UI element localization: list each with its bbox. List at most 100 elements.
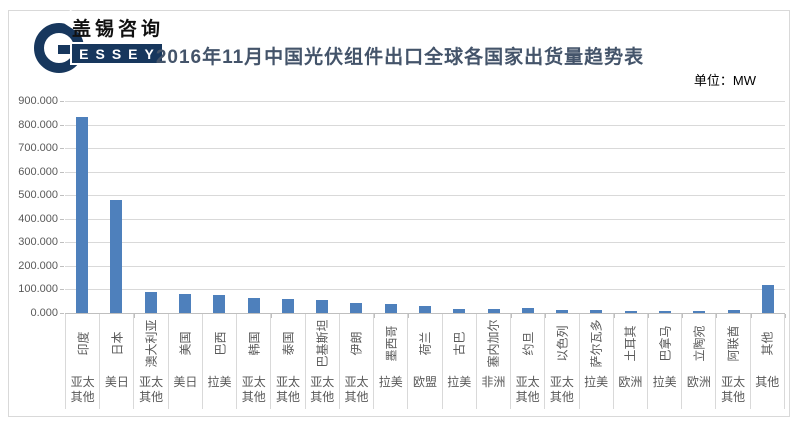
category-name-text: 其他 bbox=[760, 331, 775, 356]
category-cell: 阿联酋 亚太其他 bbox=[716, 314, 751, 409]
bar-印度 bbox=[76, 116, 89, 313]
category-cell: 土耳其 欧洲 bbox=[614, 314, 648, 409]
y-tick-label: 600.000 bbox=[18, 165, 58, 178]
category-name: 墨西哥 bbox=[374, 314, 407, 372]
x-axis-tick bbox=[682, 314, 684, 318]
y-tick-label: 800.000 bbox=[18, 118, 58, 131]
y-axis-tick bbox=[60, 101, 64, 102]
bar-墨西哥 bbox=[384, 304, 397, 313]
category-group-label: 美日 bbox=[173, 375, 198, 390]
y-axis-tick bbox=[60, 218, 64, 220]
category-name-text: 约旦 bbox=[521, 331, 536, 356]
chart-title: 2016年11月中国光伏组件出口全球各国家出货量趋势表 bbox=[155, 47, 645, 68]
gridline bbox=[65, 171, 785, 173]
chart-frame bbox=[8, 10, 790, 417]
bar-土耳其 bbox=[624, 310, 637, 313]
category-group-label: 亚太其他 bbox=[344, 375, 369, 404]
gridline bbox=[65, 218, 785, 220]
category-name-text: 泰国 bbox=[281, 331, 296, 356]
bar-澳大利亚 bbox=[144, 292, 157, 313]
category-cell: 韩国 亚太其他 bbox=[237, 314, 272, 409]
category-name: 泰国 bbox=[271, 314, 304, 372]
category-group-label: 亚太其他 bbox=[310, 375, 335, 404]
category-name-text: 荷兰 bbox=[418, 331, 433, 356]
y-axis-tick bbox=[60, 195, 64, 197]
x-axis-tick bbox=[442, 314, 444, 318]
category-name: 巴西 bbox=[203, 314, 236, 372]
category-name: 印度 bbox=[66, 314, 99, 372]
gridline bbox=[65, 124, 785, 126]
x-axis-tick bbox=[476, 314, 478, 318]
category-name-text: 美国 bbox=[178, 331, 193, 356]
category-group-label: 拉美 bbox=[447, 375, 472, 390]
category-cell: 泰国 亚太其他 bbox=[271, 314, 306, 409]
category-group-label: 亚太其他 bbox=[549, 375, 574, 404]
category-group-label: 拉美 bbox=[378, 375, 403, 390]
category-cell: 巴基斯坦 亚太其他 bbox=[306, 314, 340, 409]
bar-古巴 bbox=[453, 308, 466, 313]
category-cell: 约旦 亚太其他 bbox=[511, 314, 546, 409]
y-tick-label: 200.000 bbox=[18, 259, 58, 272]
category-name: 约旦 bbox=[511, 314, 544, 372]
gridline bbox=[65, 242, 785, 244]
bar-美国 bbox=[179, 294, 191, 313]
category-cell: 墨西哥 拉美 bbox=[374, 314, 409, 409]
x-axis-tick bbox=[750, 314, 752, 318]
y-tick-label: 100.000 bbox=[18, 283, 58, 296]
category-name-text: 巴西 bbox=[213, 331, 228, 356]
category-name: 荷兰 bbox=[408, 314, 441, 372]
gridline bbox=[65, 289, 785, 291]
gridline bbox=[65, 195, 785, 197]
category-name-text: 日本 bbox=[110, 331, 125, 356]
category-group-label: 亚太其他 bbox=[721, 375, 746, 404]
y-axis-tick bbox=[60, 148, 64, 150]
logo-chinese-name: 盖锡咨询 bbox=[72, 19, 165, 40]
category-cell: 以色列 亚太其他 bbox=[545, 314, 580, 409]
category-name-text: 立陶宛 bbox=[692, 325, 707, 362]
x-axis-tick bbox=[647, 314, 649, 318]
x-axis-tick bbox=[510, 314, 512, 318]
category-cell: 巴西 拉美 bbox=[203, 314, 238, 409]
y-axis-tick bbox=[60, 289, 64, 291]
category-group-label: 拉美 bbox=[207, 375, 232, 390]
category-name: 澳大利亚 bbox=[134, 314, 167, 372]
gessey-logo: 盖锡咨询 ESSEY bbox=[34, 8, 174, 76]
category-group-label: 拉美 bbox=[584, 375, 609, 390]
y-axis-labels: 900.000 800.000 700.000 600.000 500.000 400.0… bbox=[0, 95, 58, 319]
category-cell: 立陶宛 欧洲 bbox=[682, 314, 717, 409]
bar-塞内加尔 bbox=[487, 309, 500, 313]
category-name-text: 阿联酋 bbox=[726, 325, 741, 362]
category-name: 古巴 bbox=[443, 314, 476, 372]
category-cell: 古巴 拉美 bbox=[443, 314, 477, 409]
category-group-label: 欧洲 bbox=[618, 375, 643, 390]
y-axis-tick bbox=[60, 313, 64, 314]
y-tick-label: 500.000 bbox=[18, 189, 58, 202]
category-name: 土耳其 bbox=[614, 314, 647, 372]
bar-巴基斯坦 bbox=[316, 299, 329, 313]
category-cell: 伊朗 亚太其他 bbox=[340, 314, 375, 409]
category-name: 巴基斯坦 bbox=[306, 314, 339, 372]
category-group-label: 其他 bbox=[755, 375, 780, 390]
bar-约旦 bbox=[521, 308, 534, 313]
category-name-text: 印度 bbox=[76, 331, 91, 356]
x-axis-labels: 印度 亚太其他 日本 美日 澳大利亚 亚太其他 美国 美日 巴西 拉美 韩国 亚太其他 泰国 亚太其他 巴基… bbox=[65, 314, 785, 409]
category-group-label: 拉美 bbox=[652, 375, 677, 390]
category-name: 巴拿马 bbox=[648, 314, 681, 372]
y-tick-label: 0.000 bbox=[30, 307, 58, 319]
category-name: 韩国 bbox=[237, 314, 270, 372]
category-group-label: 非洲 bbox=[481, 375, 506, 390]
category-cell: 美国 美日 bbox=[169, 314, 203, 409]
category-name-text: 韩国 bbox=[247, 331, 262, 356]
category-name-text: 墨西哥 bbox=[384, 325, 399, 362]
category-cell: 印度 亚太其他 bbox=[65, 314, 101, 409]
bar-以色列 bbox=[556, 309, 569, 313]
x-axis-tick bbox=[613, 314, 615, 318]
gridline bbox=[65, 265, 785, 267]
y-tick-label: 900.000 bbox=[18, 95, 58, 107]
y-tick-label: 300.000 bbox=[18, 236, 58, 249]
bar-立陶宛 bbox=[693, 310, 706, 313]
y-tick-label: 700.000 bbox=[18, 142, 58, 155]
category-group-label: 亚太其他 bbox=[276, 375, 301, 404]
category-cell: 荷兰 欧盟 bbox=[408, 314, 443, 409]
